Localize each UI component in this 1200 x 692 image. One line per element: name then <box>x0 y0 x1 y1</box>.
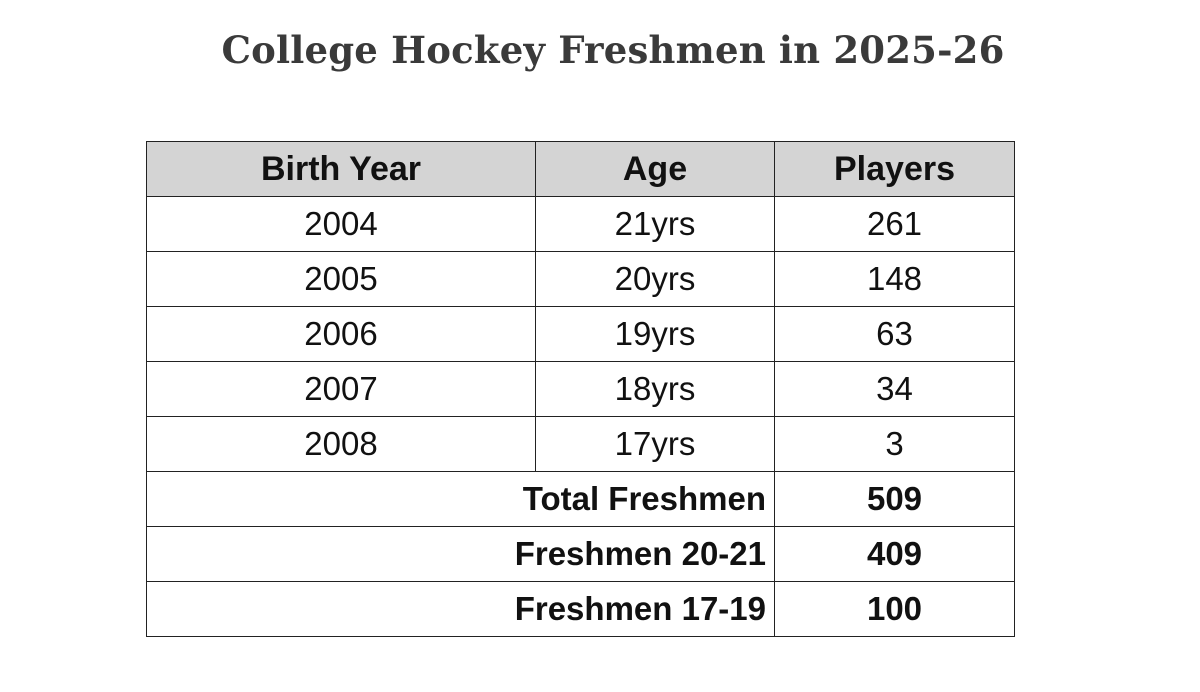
summary-value: 409 <box>774 526 1015 582</box>
cell-birth-year: 2004 <box>146 196 536 252</box>
cell-players: 3 <box>774 416 1015 472</box>
cell-birth-year: 2005 <box>146 251 536 307</box>
cell-players: 63 <box>774 306 1015 362</box>
cell-players: 148 <box>774 251 1015 307</box>
cell-age: 21yrs <box>535 196 775 252</box>
summary-row-20-21: Freshmen 20-21 409 <box>146 526 1015 582</box>
summary-label: Freshmen 17-19 <box>146 581 775 637</box>
cell-age: 19yrs <box>535 306 775 362</box>
cell-players: 261 <box>774 196 1015 252</box>
cell-birth-year: 2008 <box>146 416 536 472</box>
page-title: College Hockey Freshmen in 2025-26 <box>221 28 1005 72</box>
cell-age: 18yrs <box>535 361 775 417</box>
summary-label: Freshmen 20-21 <box>146 526 775 582</box>
table-row: 2006 19yrs 63 <box>146 306 1015 362</box>
cell-players: 34 <box>774 361 1015 417</box>
table-row: 2007 18yrs 34 <box>146 361 1015 417</box>
cell-birth-year: 2007 <box>146 361 536 417</box>
table-header-row: Birth Year Age Players <box>146 141 1015 197</box>
table-row: 2008 17yrs 3 <box>146 416 1015 472</box>
header-birth-year: Birth Year <box>146 141 536 197</box>
table-row: 2005 20yrs 148 <box>146 251 1015 307</box>
summary-value: 100 <box>774 581 1015 637</box>
cell-age: 20yrs <box>535 251 775 307</box>
summary-label: Total Freshmen <box>146 471 775 527</box>
summary-row-17-19: Freshmen 17-19 100 <box>146 581 1015 637</box>
cell-age: 17yrs <box>535 416 775 472</box>
summary-row-total: Total Freshmen 509 <box>146 471 1015 527</box>
header-age: Age <box>535 141 775 197</box>
header-players: Players <box>774 141 1015 197</box>
summary-value: 509 <box>774 471 1015 527</box>
cell-birth-year: 2006 <box>146 306 536 362</box>
freshmen-table: Birth Year Age Players 2004 21yrs 261 20… <box>146 141 1015 637</box>
table-row: 2004 21yrs 261 <box>146 196 1015 252</box>
